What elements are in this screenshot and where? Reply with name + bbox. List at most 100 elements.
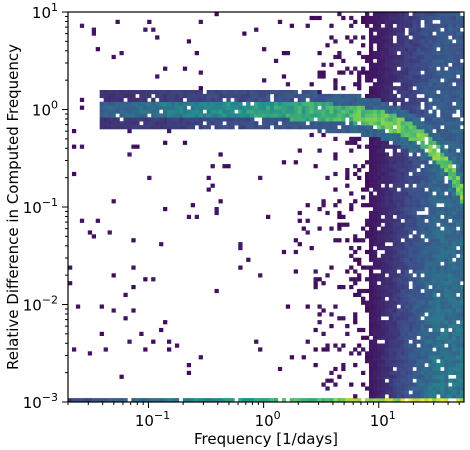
heatmap-cell	[75, 398, 81, 403]
heatmap-cell	[266, 93, 271, 99]
heatmap-cell	[412, 347, 417, 352]
heatmap-cell	[368, 277, 374, 282]
heatmap-cell	[424, 164, 429, 169]
heatmap-cell	[408, 132, 413, 138]
heatmap-cell	[432, 109, 437, 114]
heatmap-cell	[428, 230, 433, 235]
heatmap-cell	[452, 269, 457, 274]
heatmap-cell	[416, 390, 421, 395]
heatmap-cell	[420, 160, 425, 165]
heatmap-cell	[206, 97, 211, 102]
heatmap-cell	[456, 308, 461, 313]
heatmap-cell	[436, 234, 441, 239]
heatmap-cell	[436, 288, 441, 294]
heatmap-cell	[400, 121, 405, 126]
heatmap-cell	[448, 359, 453, 364]
heatmap-cell	[147, 105, 152, 110]
heatmap-cell	[460, 214, 465, 219]
heatmap-cell	[345, 269, 350, 274]
heatmap-cell	[368, 66, 374, 71]
heatmap-cell	[428, 125, 433, 130]
heatmap-cell	[384, 386, 390, 391]
heatmap-cell	[436, 363, 441, 368]
heatmap-cell	[380, 195, 386, 200]
heatmap-cell	[440, 253, 445, 258]
heatmap-cell	[444, 54, 449, 60]
heatmap-cell	[440, 347, 445, 352]
heatmap-cell	[396, 288, 401, 294]
heatmap-cell	[396, 144, 401, 149]
heatmap-cell	[388, 273, 394, 278]
heatmap-cell	[301, 355, 306, 360]
heatmap-cell	[210, 164, 215, 169]
heatmap-cell	[428, 355, 433, 360]
heatmap-cell	[412, 335, 417, 340]
heatmap-cell	[404, 70, 409, 75]
heatmap-cell	[436, 218, 441, 223]
heatmap-cell	[376, 222, 382, 227]
heatmap-cell	[242, 125, 247, 130]
heatmap-cell	[151, 117, 156, 122]
heatmap-cell	[452, 324, 457, 329]
heatmap-cell	[361, 109, 366, 114]
heatmap-cell	[456, 238, 461, 243]
heatmap-cell	[460, 359, 465, 364]
heatmap-cell	[440, 273, 445, 278]
y-tick-label: 10−1	[23, 196, 58, 217]
heatmap-cell	[384, 366, 390, 372]
heatmap-cell	[329, 125, 334, 130]
heatmap-cell	[404, 160, 409, 165]
heatmap-cell	[380, 335, 386, 340]
heatmap-cell	[404, 109, 409, 114]
heatmap-cell	[400, 378, 405, 383]
heatmap-cell	[400, 86, 405, 91]
heatmap-cell	[432, 257, 437, 262]
heatmap-cell	[368, 281, 374, 286]
heatmap-cell	[388, 175, 394, 180]
heatmap-cell	[368, 374, 374, 379]
heatmap-cell	[428, 351, 433, 356]
heatmap-cell	[400, 269, 405, 274]
heatmap-cell	[412, 191, 417, 196]
heatmap-cell	[182, 125, 188, 130]
heatmap-cell	[436, 226, 441, 231]
heatmap-cell	[329, 109, 334, 114]
heatmap-cell	[329, 62, 334, 67]
heatmap-cell	[456, 394, 461, 399]
heatmap-cell	[452, 300, 457, 305]
heatmap-cell	[404, 117, 409, 122]
heatmap-cell	[440, 144, 445, 149]
heatmap-cell	[131, 308, 136, 313]
heatmap-cell	[372, 171, 378, 177]
heatmap-cell	[218, 105, 223, 110]
heatmap-cell	[396, 74, 401, 79]
heatmap-cell	[388, 66, 394, 71]
heatmap-cell	[353, 277, 358, 282]
heatmap-cell	[333, 93, 338, 99]
heatmap-cell	[424, 366, 429, 372]
heatmap-cell	[452, 359, 457, 364]
heatmap-cell	[384, 347, 390, 352]
heatmap-cell	[365, 386, 370, 391]
heatmap-cell	[99, 398, 104, 403]
heatmap-cell	[448, 335, 453, 340]
heatmap-cell	[111, 54, 116, 60]
heatmap-cell	[436, 390, 441, 395]
heatmap-cell	[396, 261, 401, 266]
heatmap-cell	[380, 171, 386, 177]
heatmap-cell	[400, 370, 405, 375]
heatmap-cell	[376, 312, 382, 317]
heatmap-cell	[218, 398, 223, 403]
heatmap-cell	[143, 105, 148, 110]
heatmap-cell	[428, 374, 433, 379]
heatmap-cell	[365, 19, 370, 24]
heatmap-cell	[416, 47, 421, 52]
heatmap-cell	[440, 23, 445, 28]
heatmap-cell	[103, 105, 108, 110]
heatmap-cell	[151, 101, 156, 106]
heatmap-cell	[424, 90, 429, 95]
heatmap-cell	[404, 187, 409, 192]
heatmap-cell	[460, 234, 465, 239]
heatmap-cell	[372, 214, 378, 219]
heatmap-cell	[206, 187, 211, 192]
